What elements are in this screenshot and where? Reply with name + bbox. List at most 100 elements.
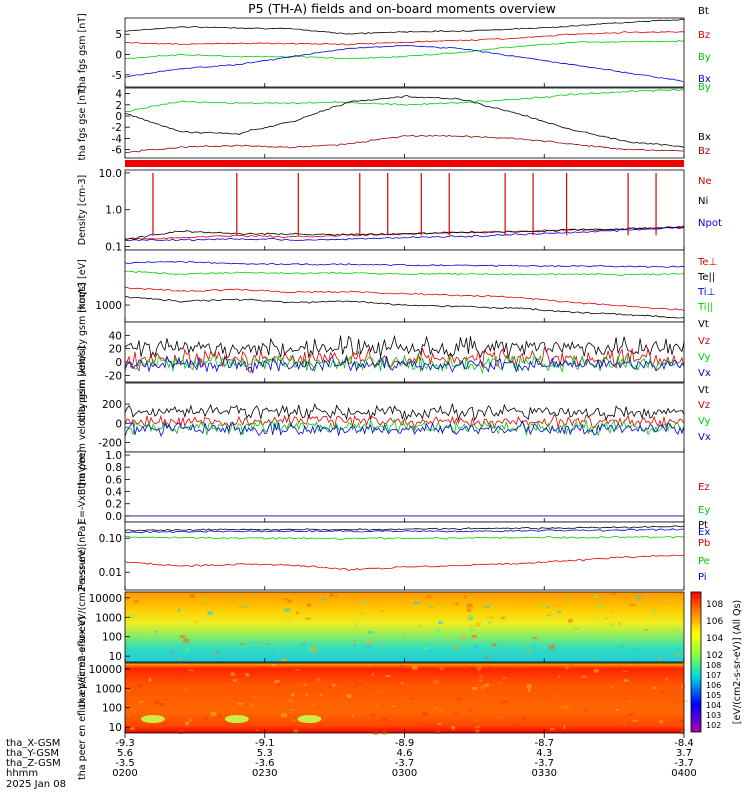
- spectrogram-texture: [546, 651, 552, 654]
- series-line-vy: [124, 352, 685, 375]
- spectrogram-texture: [376, 702, 380, 707]
- series-line-vz: [124, 346, 685, 373]
- spectrogram-texture: [617, 622, 621, 626]
- spectrogram-texture: [499, 701, 504, 704]
- colorbar-tick-label: 102: [706, 651, 723, 661]
- legend-entry: Pi: [698, 572, 707, 583]
- colorbar-tick-label: 103: [706, 711, 721, 720]
- spectrogram-texture: [419, 723, 425, 725]
- spectrogram-texture: [365, 642, 370, 645]
- legend-entry: Vy: [698, 416, 711, 427]
- footer-value-y: 4.6: [397, 748, 413, 759]
- spectrogram-texture: [546, 637, 551, 642]
- spectrogram-texture: [248, 666, 253, 668]
- spectrogram-texture: [438, 620, 443, 625]
- spectrogram-texture: [611, 609, 615, 613]
- spectrogram-texture: [626, 682, 630, 685]
- spectrogram-texture: [204, 717, 207, 720]
- series-line-vt: [124, 334, 685, 359]
- panel-frame: [125, 88, 684, 158]
- spectrogram-texture: [468, 618, 473, 620]
- spectrogram-texture: [469, 625, 476, 627]
- footer-value-hhmm: 0200: [112, 768, 137, 779]
- spectrogram-texture: [479, 679, 483, 683]
- spectrogram-texture: [665, 677, 668, 681]
- footer-value-hhmm: 0330: [532, 768, 557, 779]
- y-axis-label: tha peir en eflux eV/(cm2-s-sr-eV): [77, 547, 88, 708]
- footer-value-z: -3.7: [674, 758, 694, 769]
- spectrogram-texture: [493, 650, 496, 652]
- spectrogram-texture: [207, 611, 213, 616]
- spectrogram-texture: [299, 729, 303, 732]
- footer-row-label-date: 2025 Jan 08: [6, 779, 66, 790]
- series-line-pt: [124, 525, 685, 532]
- spectrogram-texture: [312, 646, 316, 650]
- spectrogram-texture: [451, 726, 456, 728]
- spectrogram-texture: [129, 615, 135, 619]
- y-tick-label: 0: [115, 418, 122, 430]
- footer-value-x: -9.1: [255, 738, 275, 749]
- legend-entry: Bz: [698, 30, 710, 41]
- y-tick-label: -200: [98, 437, 122, 449]
- spectrogram-texture: [243, 635, 248, 639]
- spectrogram-texture: [615, 709, 619, 711]
- spectrogram-texture: [652, 686, 656, 690]
- spectrogram-texture: [472, 687, 478, 690]
- spectrogram-texture: [557, 610, 562, 613]
- spectrogram-texture: [618, 645, 625, 648]
- y-axis-label: tha fgs gse [nT]: [77, 85, 88, 160]
- footer-value-z: -3.6: [255, 758, 275, 769]
- footer-value-hhmm: 0300: [392, 768, 417, 779]
- spectrogram-texture: [610, 685, 613, 688]
- spectrogram-texture: [240, 643, 245, 646]
- legend-entry: Pb: [698, 538, 710, 549]
- spectrogram-texture: [594, 615, 599, 617]
- spectrogram-texture: [163, 698, 170, 701]
- series-line-bt: [124, 18, 685, 35]
- spectrogram-texture: [328, 685, 332, 688]
- spectrogram-texture: [210, 711, 217, 716]
- y-tick-label: 5: [115, 29, 122, 41]
- series-group: [124, 403, 685, 438]
- spectrogram-texture: [488, 665, 492, 667]
- colorbar-tick-label: 108: [706, 600, 723, 610]
- y-tick-label: 10.0: [99, 168, 122, 180]
- y-axis-label: tha peer en eflux eV/(cm2-s-sr-eV): [77, 616, 88, 780]
- panel-frame: [125, 452, 684, 522]
- spectrogram-texture: [683, 700, 689, 702]
- series-line-ni: [124, 226, 685, 240]
- spectrogram-texture: [566, 597, 570, 600]
- spectrogram-texture: [434, 628, 441, 632]
- spectrogram-texture: [382, 731, 387, 736]
- footer-row-label-x: tha_X-GSM: [6, 738, 60, 749]
- spectrogram-texture: [462, 635, 466, 640]
- spectrogram-texture: [396, 654, 402, 657]
- spectrogram-texture: [559, 706, 564, 709]
- legend-entry: By: [698, 82, 711, 93]
- spectrogram-texture: [296, 611, 299, 615]
- series-line-bz: [124, 134, 684, 153]
- spectrogram-texture: [623, 679, 629, 682]
- colorbar-tick-label: 104: [706, 634, 723, 644]
- spectrogram-texture: [426, 595, 432, 599]
- footer-row-label-y: tha_Y-GSM: [6, 748, 59, 759]
- spectrogram-texture: [373, 731, 379, 736]
- panel-frame: [125, 170, 684, 250]
- spectrogram-texture: [403, 632, 406, 635]
- spectrogram-texture: [251, 703, 255, 708]
- spectrogram-texture: [392, 726, 399, 728]
- spectrogram-texture: [675, 629, 680, 634]
- spectrogram-texture: [643, 601, 646, 604]
- legend-entry: Ez: [698, 482, 710, 493]
- spectrogram-texture: [237, 600, 241, 602]
- spectrogram-texture: [185, 647, 190, 652]
- spectrogram-texture: [230, 658, 236, 660]
- spectrogram-texture: [418, 625, 422, 628]
- spectrogram-texture: [468, 708, 472, 712]
- spectrogram-texture: [264, 643, 269, 645]
- spectrogram-texture: [271, 663, 276, 667]
- legend-entry: Ne: [698, 176, 712, 187]
